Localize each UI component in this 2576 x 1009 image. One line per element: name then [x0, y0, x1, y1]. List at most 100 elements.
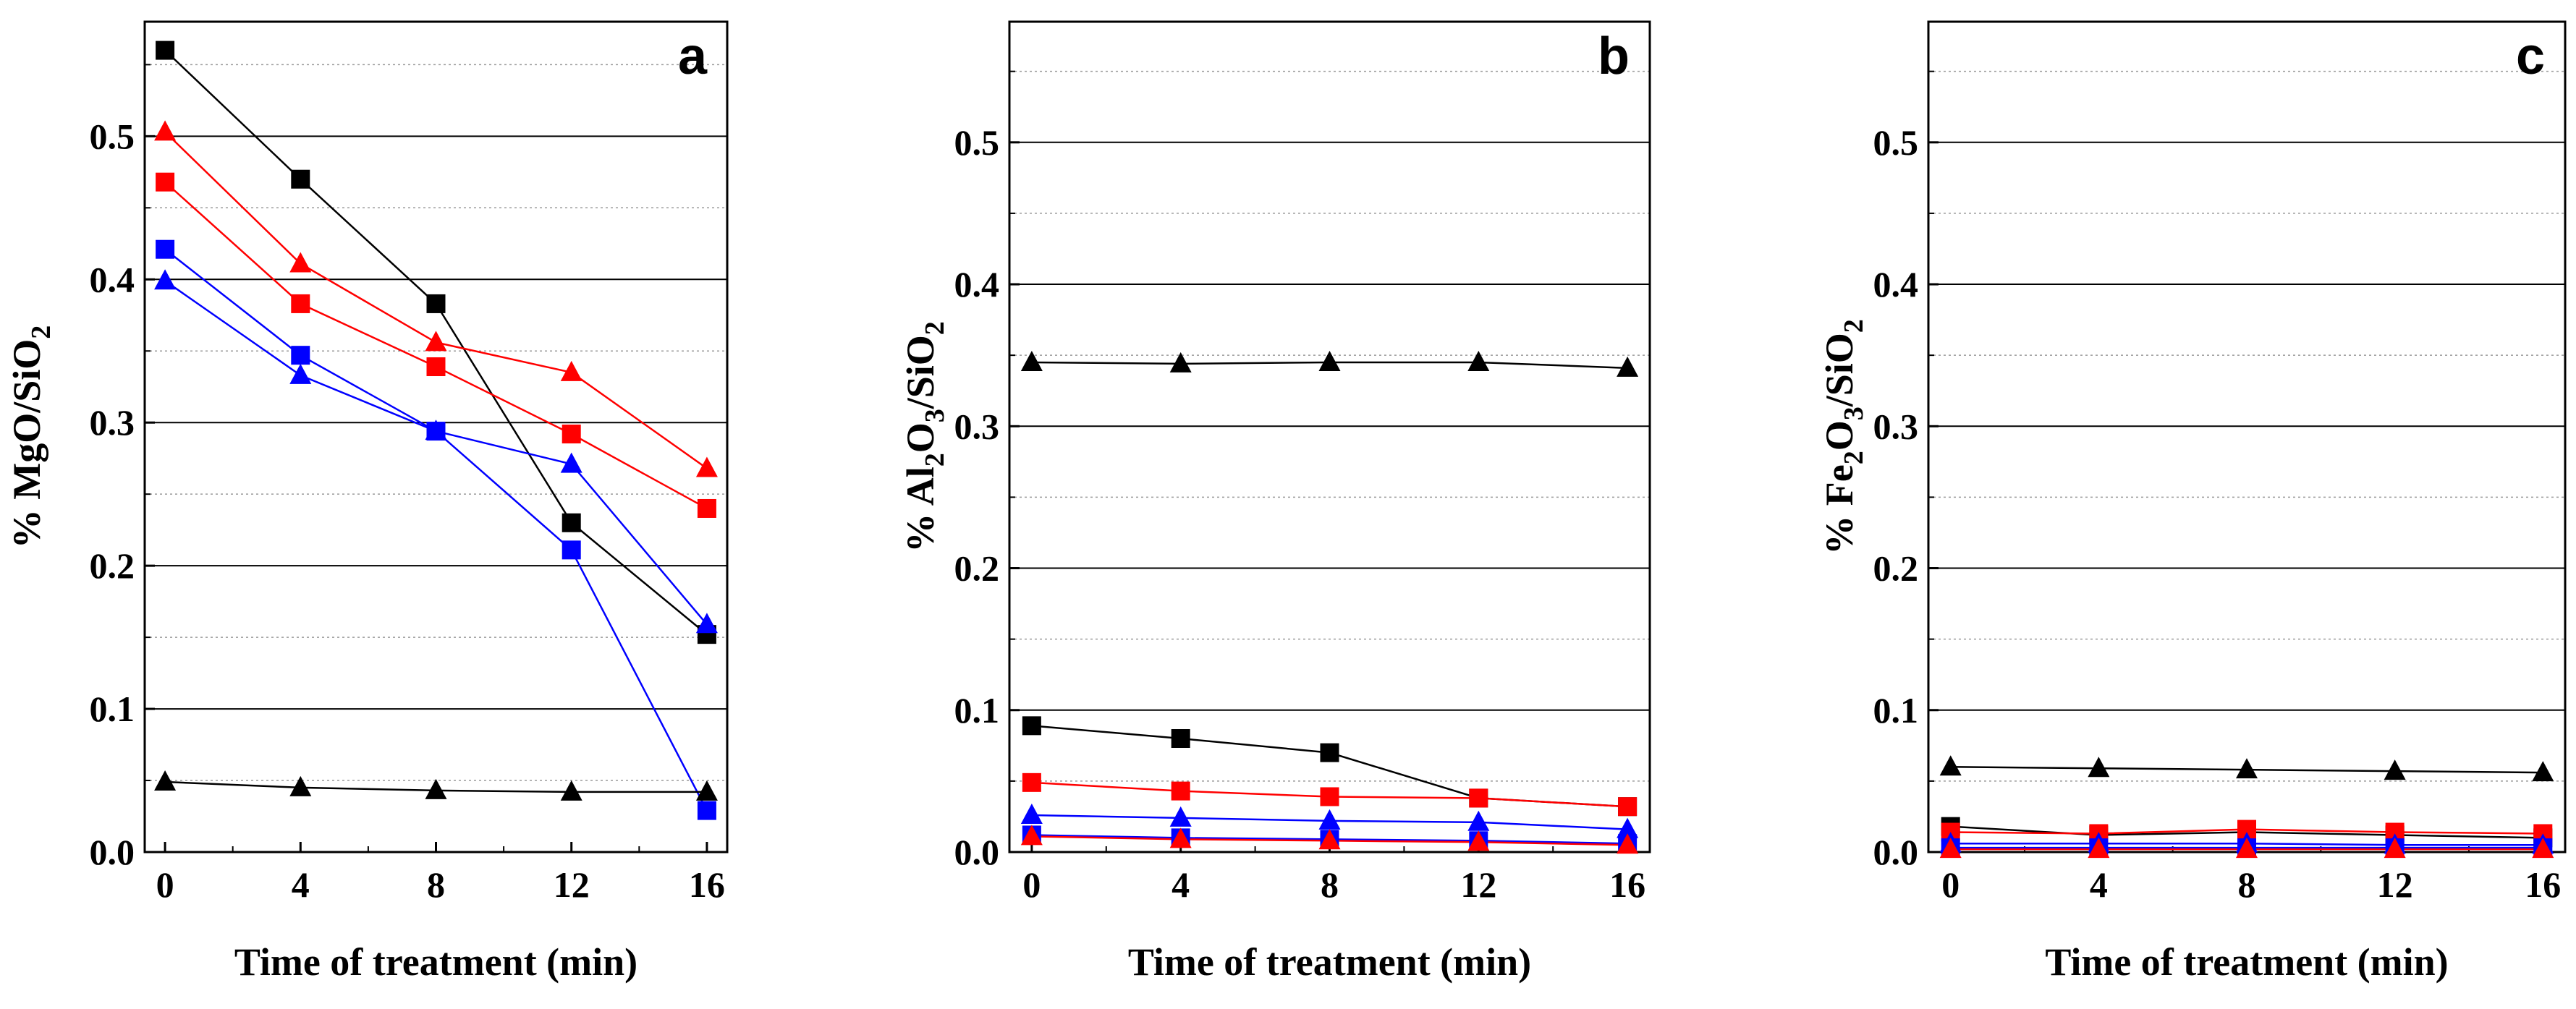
data-point-red-triangle: [1020, 825, 1043, 846]
data-point-red-triangle: [154, 120, 177, 141]
y-tick-label: 0.5: [954, 122, 1000, 163]
data-point-black-triangle: [1318, 350, 1341, 371]
y-tick-label: 0.2: [90, 545, 135, 586]
data-point-red-square: [1320, 787, 1339, 806]
y-axis-title: % MgO/SiO2: [5, 325, 56, 549]
x-tick-label: 8: [2238, 864, 2256, 905]
y-tick-label: 0.1: [90, 689, 135, 729]
panel-letter: a: [678, 27, 708, 85]
y-tick-label: 0.4: [1873, 264, 1919, 305]
data-point-black-triangle: [154, 770, 177, 791]
data-point-red-square: [697, 498, 716, 518]
plot-frame: [1008, 20, 1651, 853]
x-tick-label: 16: [2525, 864, 2561, 905]
data-point-blue-triangle: [560, 452, 582, 473]
data-point-black-square: [156, 41, 175, 60]
data-point-red-square: [156, 172, 175, 192]
data-point-black-triangle: [2088, 757, 2110, 778]
y-axis-title-subscript: 2: [1839, 319, 1869, 333]
data-point-red-triangle: [2088, 838, 2110, 859]
panel-letter: c: [2516, 27, 2545, 85]
data-point-red-triangle: [425, 331, 447, 352]
x-tick-label: 12: [2377, 864, 2413, 905]
data-point-black-triangle: [425, 778, 447, 799]
data-point-black-triangle: [1617, 356, 1639, 377]
panel-c: 0.0 0.1 0.2 0.3 0.4 0.5 0 4 8 12 16 Time of treatme…: [1818, 20, 2567, 984]
y-tick-label: 0.3: [1873, 406, 1919, 446]
data-point-red-triangle: [2532, 838, 2554, 859]
y-tick-label: 0.2: [954, 548, 1000, 589]
y-axis-title-subscript: 2: [920, 321, 950, 335]
data-point-black-square: [1320, 743, 1339, 762]
data-point-red-triangle: [1939, 838, 1962, 859]
x-tick-label: 4: [292, 864, 310, 905]
y-tick-label: 0.3: [90, 402, 135, 443]
x-axis-title: Time of treatment (min): [1128, 940, 1531, 984]
y-axis-title-text: % Al: [899, 467, 942, 553]
y-tick-label: 0.1: [954, 690, 1000, 731]
data-point-red-triangle: [1169, 827, 1192, 848]
data-point-red-square: [1469, 788, 1488, 808]
x-tick-label: 4: [1172, 864, 1190, 905]
x-tick-label: 12: [554, 864, 590, 905]
y-tick-label: 0.5: [90, 116, 135, 156]
y-axis-title-text: O: [899, 422, 942, 453]
x-tick-label: 4: [2090, 864, 2108, 905]
x-tick-label: 0: [1022, 864, 1041, 905]
data-point-blue-triangle: [1169, 806, 1192, 827]
data-point-blue-triangle: [154, 269, 177, 290]
y-axis-title-subscript: 2: [26, 325, 56, 339]
data-point-blue-triangle: [1020, 803, 1043, 824]
data-point-black-triangle: [695, 780, 718, 801]
data-point-black-square: [291, 169, 310, 189]
data-point-red-square: [291, 294, 310, 313]
y-axis-title-text: /SiO: [899, 335, 942, 409]
y-tick-label: 0.0: [954, 832, 1000, 872]
x-tick-label: 8: [1321, 864, 1339, 905]
data-point-red-square: [426, 357, 446, 377]
data-point-blue-triangle: [1467, 810, 1490, 831]
y-tick-label: 0.2: [1873, 548, 1919, 589]
y-tick-label: 0.5: [1873, 122, 1919, 163]
y-tick-label: 0.0: [90, 832, 135, 872]
data-point-blue-square: [156, 239, 175, 259]
data-point-blue-square: [697, 801, 716, 820]
y-axis-title-subscript: 2: [1839, 451, 1869, 464]
data-point-black-square: [1022, 716, 1041, 736]
data-point-red-triangle: [560, 360, 582, 381]
data-point-black-triangle: [2384, 759, 2406, 780]
data-point-red-square: [1618, 797, 1637, 817]
data-point-black-triangle: [2236, 758, 2258, 779]
y-axis-title-subscript: 3: [1839, 406, 1869, 420]
data-point-black-square: [562, 513, 581, 532]
data-point-blue-square: [562, 540, 581, 560]
x-tick-label: 16: [689, 864, 725, 905]
y-tick-label: 0.4: [954, 264, 1000, 305]
data-point-red-triangle: [1617, 833, 1639, 854]
data-point-red-square: [1022, 772, 1041, 792]
plot-frame: [1927, 20, 2567, 853]
data-point-blue-triangle: [1318, 809, 1341, 830]
data-point-blue-triangle: [425, 420, 447, 440]
x-axis-title: Time of treatment (min): [234, 940, 637, 984]
x-tick-label: 0: [156, 864, 174, 905]
data-point-black-triangle: [1169, 352, 1192, 372]
x-tick-label: 8: [427, 864, 445, 905]
x-tick-label: 12: [1460, 864, 1496, 905]
data-point-blue-square: [291, 346, 310, 365]
panel-a: 0.0 0.1 0.2 0.3 0.4 0.5 0 4 8 12 16 Time of treatme…: [5, 20, 729, 984]
data-point-blue-triangle: [695, 613, 718, 634]
panel-letter: b: [1598, 27, 1630, 85]
data-point-blue-triangle: [289, 363, 312, 384]
y-axis-title-subscript: 3: [920, 409, 950, 422]
x-tick-label: 16: [1609, 864, 1645, 905]
y-tick-label: 0.4: [90, 259, 135, 299]
data-point-black-triangle: [1939, 755, 1962, 776]
x-axis-title: Time of treatment (min): [2045, 940, 2448, 984]
data-point-red-triangle: [2236, 838, 2258, 859]
data-point-red-triangle: [1467, 830, 1490, 851]
y-axis-title-text: O: [1818, 420, 1861, 451]
panel-b: 0.0 0.1 0.2 0.3 0.4 0.5 0 4 8 12 16 Time of treatme…: [899, 20, 1651, 984]
data-point-red-triangle: [2384, 838, 2406, 859]
